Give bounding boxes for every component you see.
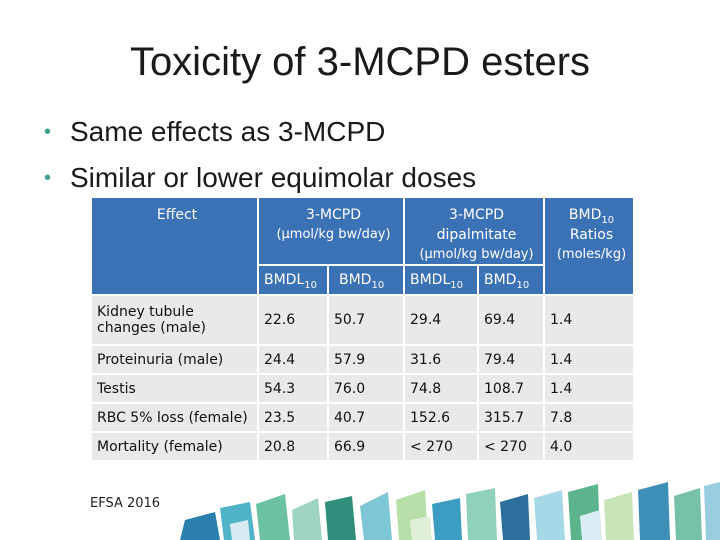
source-footer: EFSA 2016 (90, 496, 161, 511)
cell-effect: Mortality (female) (92, 433, 259, 462)
header-ratio-unit: (moles/kg) (556, 247, 627, 262)
bullet-text: Similar or lower equimolar doses (70, 162, 477, 193)
cell-dip-bmd: < 270 (479, 433, 545, 462)
slide-title: Toxicity of 3-MCPD esters (129, 40, 591, 84)
cell-ratio: 4.0 (545, 433, 635, 462)
sub-10: 10 (304, 280, 317, 291)
header-mcpd-bmdl: BMDL10 (259, 266, 329, 296)
cell-mcpd-bmdl: 54.3 (259, 375, 329, 404)
toxicity-table: Effect 3-MCPD (μmol/kg bw/day) 3-MCPD di… (92, 198, 635, 462)
table-row: Testis 54.3 76.0 74.8 108.7 1.4 (92, 375, 635, 404)
cell-mcpd-bmd: 66.9 (329, 433, 405, 462)
header-mcpd-unit: (μmol/kg bw/day) (276, 227, 391, 242)
header-dip-label: 3-MCPD (448, 207, 505, 223)
cell-ratio: 1.4 (545, 375, 635, 404)
cell-dip-bmd: 108.7 (479, 375, 545, 404)
header-ratio-label: BMD (568, 207, 602, 223)
bullet-item: • Same effects as 3-MCPD (44, 109, 476, 155)
bmdl-label: BMDL (264, 272, 305, 288)
cell-effect: Kidney tubule changes (male) (92, 296, 259, 346)
cell-effect: RBC 5% loss (female) (92, 404, 259, 433)
cell-dip-bmdl: < 270 (405, 433, 479, 462)
cell-mcpd-bmd: 76.0 (329, 375, 405, 404)
cell-dip-bmd: 315.7 (479, 404, 545, 433)
header-dipalmitate: 3-MCPD dipalmitate (μmol/kg bw/day) (405, 198, 545, 266)
header-dip-unit: (μmol/kg bw/day) (419, 247, 534, 262)
decorative-mosaic-band (180, 482, 720, 540)
header-dip-bmdl: BMDL10 (405, 266, 479, 296)
bullet-dot-icon: • (44, 167, 52, 189)
bmdl-label: BMDL (410, 272, 451, 288)
header-dip-label2: dipalmitate (436, 227, 517, 243)
cell-mcpd-bmd: 50.7 (329, 296, 405, 346)
cell-mcpd-bmdl: 23.5 (259, 404, 329, 433)
table-header-row: Effect 3-MCPD (μmol/kg bw/day) 3-MCPD di… (92, 198, 635, 296)
cell-effect: Proteinuria (male) (92, 346, 259, 375)
cell-ratio: 1.4 (545, 346, 635, 375)
header-mcpd: 3-MCPD (μmol/kg bw/day) (259, 198, 405, 266)
cell-mcpd-bmdl: 20.8 (259, 433, 329, 462)
cell-dip-bmdl: 31.6 (405, 346, 479, 375)
cell-dip-bmd: 79.4 (479, 346, 545, 375)
cell-ratio: 1.4 (545, 296, 635, 346)
header-ratio-sub: 10 (601, 215, 615, 226)
header-ratio-label2: Ratios (569, 227, 614, 243)
cell-mcpd-bmd: 40.7 (329, 404, 405, 433)
cell-effect: Testis (92, 375, 259, 404)
sub-10: 10 (450, 280, 463, 291)
sub-10: 10 (371, 280, 385, 291)
cell-mcpd-bmd: 57.9 (329, 346, 405, 375)
cell-mcpd-bmdl: 22.6 (259, 296, 329, 346)
cell-ratio: 7.8 (545, 404, 635, 433)
bmd-label: BMD (339, 272, 372, 288)
table-row: Kidney tubule changes (male) 22.6 50.7 2… (92, 296, 635, 346)
bmd-label: BMD (484, 272, 517, 288)
sub-10: 10 (516, 280, 530, 291)
cell-dip-bmdl: 152.6 (405, 404, 479, 433)
cell-dip-bmdl: 74.8 (405, 375, 479, 404)
bullet-item: • Similar or lower equimolar doses (44, 155, 476, 201)
header-dip-bmd: BMD10 (479, 266, 545, 296)
header-mcpd-bmd: BMD10 (329, 266, 405, 296)
bullet-dot-icon: • (44, 121, 52, 143)
bullet-list: • Same effects as 3-MCPD • Similar or lowe… (44, 109, 476, 201)
cell-dip-bmdl: 29.4 (405, 296, 479, 346)
header-mcpd-label: 3-MCPD (305, 207, 362, 223)
header-ratio: BMD10 Ratios (moles/kg) (545, 198, 635, 296)
header-effect: Effect (92, 198, 259, 296)
table-row: RBC 5% loss (female) 23.5 40.7 152.6 315… (92, 404, 635, 433)
bullet-text: Same effects as 3-MCPD (70, 116, 386, 147)
table-row: Mortality (female) 20.8 66.9 < 270 < 270… (92, 433, 635, 462)
cell-dip-bmd: 69.4 (479, 296, 545, 346)
table-row: Proteinuria (male) 24.4 57.9 31.6 79.4 1… (92, 346, 635, 375)
cell-mcpd-bmdl: 24.4 (259, 346, 329, 375)
